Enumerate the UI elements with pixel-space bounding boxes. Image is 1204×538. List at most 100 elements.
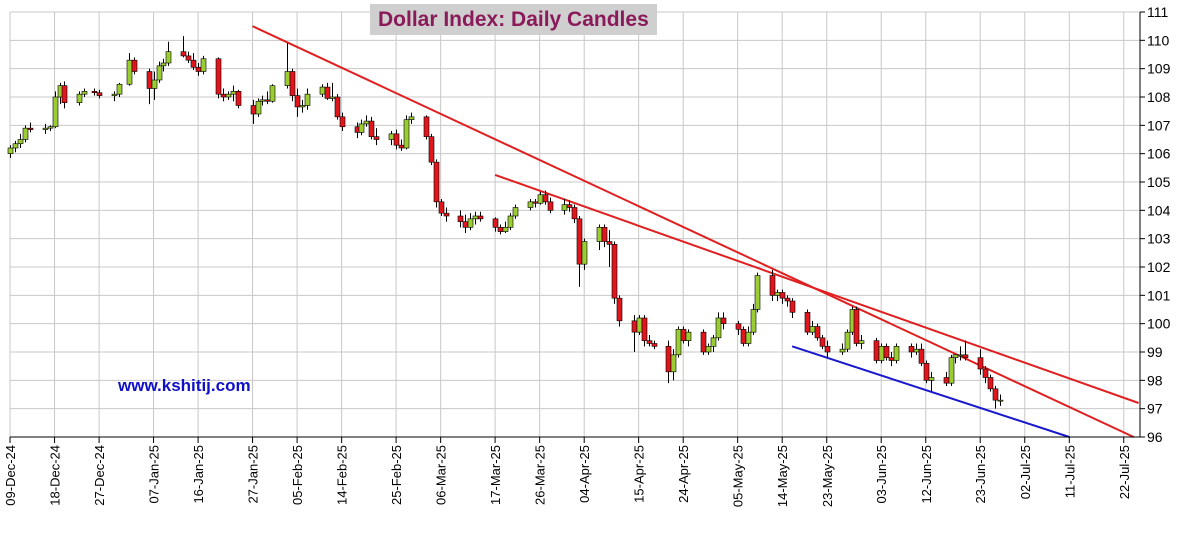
candle — [883, 343, 890, 361]
candle — [165, 41, 172, 66]
candle-body-down — [962, 354, 969, 358]
candle-body-up — [151, 79, 158, 89]
candle — [873, 337, 880, 364]
candle-body-up — [670, 354, 677, 373]
candle-body-down — [601, 227, 608, 242]
x-tick-label: 06-Mar-25 — [434, 445, 449, 505]
y-tick-label: 109 — [1147, 61, 1171, 77]
candle-body-up — [685, 331, 692, 341]
candle — [977, 349, 984, 375]
candle-body-down — [433, 161, 440, 203]
candle — [774, 289, 781, 301]
candle — [368, 116, 375, 140]
y-tick-label: 96 — [1147, 429, 1163, 445]
y-tick-label: 107 — [1147, 117, 1171, 133]
candle-body-up — [472, 215, 479, 220]
candle — [745, 326, 752, 347]
candle-body-up — [893, 346, 900, 361]
candle — [769, 269, 776, 301]
candle-body-up — [17, 139, 24, 145]
candle — [76, 91, 83, 106]
y-tick-label: 99 — [1147, 344, 1163, 360]
candle — [457, 210, 464, 228]
candle-body-up — [754, 275, 761, 310]
candle — [160, 58, 167, 72]
candle — [512, 204, 519, 219]
candle — [230, 85, 237, 102]
candle — [665, 340, 672, 384]
candle — [190, 53, 197, 71]
candle-body-up — [715, 317, 722, 339]
candle — [443, 207, 450, 222]
candle — [997, 394, 1004, 406]
chart-axes: 96 97 98 99 100 101 102 103 104 105 106 107 108 109 11… — [3, 4, 1171, 507]
candle — [853, 306, 860, 347]
x-tick-label: 03-Jun-25 — [874, 445, 889, 504]
x-tick-label: 11-Jul-25 — [1062, 445, 1077, 498]
candle-body-down — [883, 346, 890, 358]
x-tick-label: 27-Jan-25 — [246, 445, 261, 504]
candle — [789, 298, 796, 318]
candle-body-up — [76, 93, 83, 103]
candle-body-down — [908, 346, 915, 353]
candle-body-down — [576, 218, 583, 265]
candle-body-down — [180, 51, 187, 57]
resistance-trendline — [494, 173, 1139, 404]
x-tick-label: 18-Dec-24 — [48, 445, 63, 506]
candle — [269, 84, 276, 103]
chart-title: Dollar Index: Daily Candles — [378, 7, 649, 31]
candle-body-up — [408, 116, 415, 120]
candle-body-up — [858, 340, 865, 344]
x-tick-label: 22-Jul-25 — [1117, 445, 1132, 499]
candle — [462, 214, 469, 233]
candle-body-down — [784, 297, 791, 302]
candle-body-up — [304, 93, 311, 106]
candle-body-down — [789, 300, 796, 313]
candle — [700, 329, 707, 355]
candle-body-down — [769, 275, 776, 296]
candle — [52, 91, 59, 129]
candle — [408, 112, 415, 124]
candle — [715, 312, 722, 341]
candle-body-down — [61, 85, 68, 103]
candle-body-up — [47, 126, 54, 129]
candle — [502, 221, 509, 233]
candle-body-up — [116, 83, 123, 95]
candle — [710, 335, 717, 352]
candle — [433, 159, 440, 208]
candle-body-down — [740, 329, 747, 344]
candle-body-down — [779, 292, 786, 299]
candle-body-down — [923, 363, 930, 381]
y-tick-label: 101 — [1147, 287, 1171, 303]
candle-body-down — [423, 116, 430, 137]
candle-body-down — [814, 326, 821, 339]
candle — [304, 88, 311, 110]
candle-body-up — [111, 93, 118, 96]
candle-body-up — [710, 337, 717, 347]
candle — [948, 354, 955, 386]
candle — [27, 122, 34, 133]
candle-body-down — [571, 207, 578, 220]
y-tick-label: 97 — [1147, 401, 1163, 417]
candle — [819, 335, 826, 350]
candle-body-down — [497, 227, 504, 232]
candle — [91, 88, 98, 96]
candle — [358, 119, 365, 136]
candle-body-down — [462, 221, 469, 228]
candle — [339, 112, 346, 131]
candle-body-up — [839, 348, 846, 353]
candle-body-up — [928, 377, 935, 381]
candle — [982, 366, 989, 384]
candle — [616, 295, 623, 327]
candle-body-down — [215, 58, 222, 95]
chart-title-box: Dollar Index: Daily Candles — [370, 4, 657, 35]
candle-body-up — [467, 218, 474, 228]
candle-body-up — [844, 331, 851, 350]
candle — [606, 230, 613, 267]
candle — [388, 131, 395, 146]
candle-body-down — [631, 320, 638, 333]
candle-body-down — [324, 86, 331, 99]
candle-body-down — [368, 120, 375, 137]
candle-body-down — [477, 215, 484, 220]
